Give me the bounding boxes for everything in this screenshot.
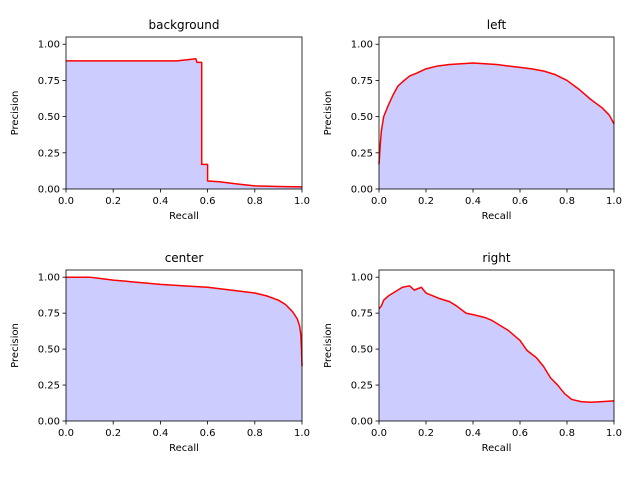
- x-tick-label: 0.4: [152, 428, 168, 439]
- y-axis-label: Precision: [323, 91, 334, 136]
- x-tick-label: 0.2: [105, 428, 121, 439]
- x-tick-label: 0.2: [418, 196, 434, 207]
- axes-frame: [65, 36, 303, 190]
- x-tick-label: 0.6: [512, 196, 528, 207]
- chart-title: left: [487, 18, 507, 32]
- x-tick-label: 1.0: [294, 428, 310, 439]
- x-tick-label: 0.6: [512, 428, 528, 439]
- x-tick-label: 0.8: [559, 196, 575, 207]
- x-tick-label: 0.2: [105, 196, 121, 207]
- y-tick-label: 0.00: [351, 185, 373, 196]
- x-tick-label: 1.0: [606, 428, 622, 439]
- chart-title: right: [482, 251, 510, 265]
- y-tick-label: 0.75: [38, 76, 60, 87]
- y-tick-label: 0.50: [38, 345, 60, 356]
- chart-title: background: [149, 18, 220, 32]
- subplot-left: 0.0 0.2 0.4 0.6 0.8 1.0 0.00 0.25 0.50 0.75 1.00 le…: [323, 18, 622, 222]
- y-tick-label: 0.75: [351, 76, 373, 87]
- y-tick-label: 0.50: [351, 112, 373, 123]
- subplot-right: 0.0 0.2 0.4 0.6 0.8 1.0 0.00 0.25 0.50 0.75 1.00 ri…: [323, 251, 622, 454]
- y-tick-label: 0.00: [38, 417, 60, 428]
- x-axis-label: Recall: [169, 443, 199, 454]
- x-tick-label: 0.6: [200, 196, 216, 207]
- x-axis-label: Recall: [482, 443, 512, 454]
- pr-curve-line-0: [66, 276, 303, 367]
- pr-curve-line-0: [378, 285, 615, 404]
- area-fill-0: [379, 63, 614, 190]
- x-tick-label: 0.2: [418, 428, 434, 439]
- subplot-center: 0.0 0.2 0.4 0.6 0.8 1.0 0.00 0.25 0.50 0.75 1.00 ce…: [10, 251, 310, 454]
- x-tick-label: 0.4: [152, 196, 168, 207]
- axes-frame: [65, 269, 303, 422]
- x-tick-label: 0.0: [58, 428, 74, 439]
- x-tick-label: 0.8: [247, 428, 263, 439]
- y-axis-label: Precision: [10, 91, 21, 136]
- y-tick-label: 1.00: [38, 40, 60, 51]
- y-tick-label: 1.00: [351, 40, 373, 51]
- axes-frame: [378, 36, 615, 190]
- area-fill-0: [66, 277, 302, 421]
- x-tick-label: 0.6: [200, 428, 216, 439]
- x-tick-label: 1.0: [606, 196, 622, 207]
- x-tick-label: 1.0: [294, 196, 310, 207]
- x-axis-label: Recall: [169, 211, 199, 222]
- chart-title: center: [165, 251, 204, 265]
- y-tick-label: 0.00: [38, 185, 60, 196]
- y-tick-label: 0.75: [38, 309, 60, 320]
- y-tick-label: 0.25: [38, 381, 60, 392]
- area-fill-0: [379, 285, 614, 421]
- x-tick-label: 0.8: [559, 428, 575, 439]
- y-axis-label: Precision: [10, 323, 21, 368]
- y-tick-label: 0.50: [38, 112, 60, 123]
- y-tick-label: 0.50: [351, 345, 373, 356]
- y-tick-label: 0.25: [351, 148, 373, 159]
- y-tick-label: 1.00: [38, 273, 60, 284]
- y-tick-label: 1.00: [351, 273, 373, 284]
- y-tick-label: 0.25: [38, 148, 60, 159]
- area-fill-0: [66, 58, 302, 190]
- x-tick-label: 0.8: [247, 196, 263, 207]
- y-tick-label: 0.25: [351, 381, 373, 392]
- x-tick-label: 0.0: [58, 196, 74, 207]
- axes-frame: [378, 269, 615, 422]
- x-tick-label: 0.4: [465, 196, 481, 207]
- y-tick-label: 0.00: [351, 417, 373, 428]
- y-axis-label: Precision: [323, 323, 334, 368]
- y-tick-label: 0.75: [351, 309, 373, 320]
- x-axis-label: Recall: [482, 211, 512, 222]
- x-tick-label: 0.0: [371, 428, 387, 439]
- subplot-background: 0.0 0.2 0.4 0.6 0.8 1.0 0.00 0.25 0.50 0.75 1.00 ba…: [10, 18, 310, 222]
- pr-curve-line-0: [378, 62, 615, 165]
- x-tick-label: 0.0: [371, 196, 387, 207]
- x-tick-label: 0.4: [465, 428, 481, 439]
- pr-curve-line-0: [66, 57, 303, 188]
